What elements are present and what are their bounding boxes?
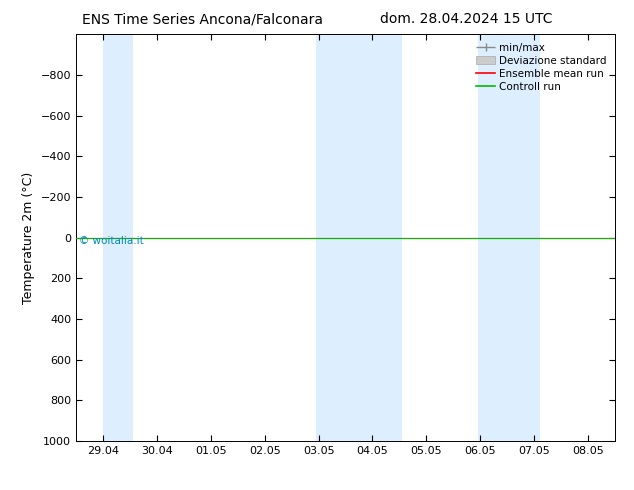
Text: © woitalia.it: © woitalia.it	[79, 236, 143, 245]
Legend: min/max, Deviazione standard, Ensemble mean run, Controll run: min/max, Deviazione standard, Ensemble m…	[473, 40, 610, 95]
Y-axis label: Temperature 2m (°C): Temperature 2m (°C)	[22, 172, 35, 304]
Bar	[477, 34, 540, 441]
Bar	[103, 34, 133, 441]
Text: ENS Time Series Ancona/Falconara: ENS Time Series Ancona/Falconara	[82, 12, 323, 26]
Bar	[316, 34, 402, 441]
Text: dom. 28.04.2024 15 UTC: dom. 28.04.2024 15 UTC	[380, 12, 553, 26]
